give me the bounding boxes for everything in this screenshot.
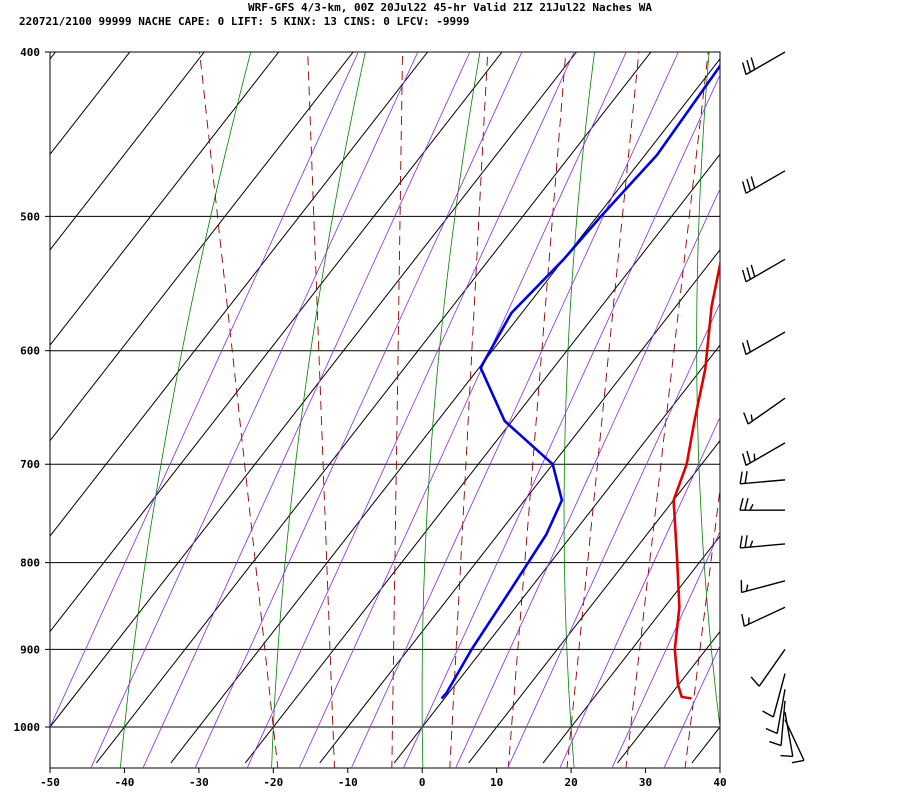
- y-axis-ticks: 400 500 600 700 800 900 1000: [14, 46, 51, 734]
- y-tick-label: 400: [20, 46, 40, 59]
- wind-barb-flag: [747, 451, 750, 463]
- x-tick-label: 10: [490, 776, 503, 789]
- wind-barb-flag: [742, 614, 744, 626]
- x-tick-label: -50: [40, 776, 60, 789]
- wind-barb-staff: [748, 398, 785, 424]
- wind-barb-flag: [747, 60, 750, 72]
- wind-barb-staff: [740, 480, 785, 484]
- wind-barb-flag: [751, 677, 759, 686]
- wind-barb-flag: [747, 340, 750, 352]
- wind-barb-staff: [746, 52, 785, 75]
- x-tick-label: 20: [564, 776, 577, 789]
- x-tick-label: -20: [263, 776, 283, 789]
- wind-barb-flag: [740, 472, 742, 484]
- isotherm-line: [766, 52, 900, 763]
- wind-barb-flag: [743, 270, 746, 282]
- y-tick-label: 500: [20, 210, 40, 223]
- wind-barb-flag: [792, 760, 804, 762]
- wind-barb-staff: [742, 581, 785, 593]
- dry-adiabat: [821, 43, 877, 770]
- wind-barb-flag: [743, 181, 746, 193]
- x-axis-ticks: -50 -40 -30 -20 -10 0 10 20 30 40: [40, 768, 727, 789]
- wind-barb-staff: [759, 649, 785, 686]
- wind-barb-staff: [744, 607, 785, 626]
- x-tick-label: 30: [639, 776, 652, 789]
- wind-barb-flag: [780, 756, 792, 757]
- wind-barb-flag: [750, 504, 753, 510]
- wind-barb-flag: [740, 536, 742, 548]
- wind-barb: [743, 259, 785, 282]
- wind-barb-staff: [785, 720, 804, 761]
- wind-barb-flag: [747, 267, 750, 279]
- wind-barb: [743, 443, 785, 466]
- wind-barb: [740, 498, 785, 510]
- wind-barb-flag: [743, 63, 746, 75]
- x-tick-label: -40: [115, 776, 135, 789]
- wind-barbs: [740, 52, 804, 763]
- y-tick-label: 1000: [14, 721, 41, 734]
- y-tick-label: 700: [20, 458, 40, 471]
- wind-barb-flag: [745, 498, 748, 510]
- wind-barb-flag: [751, 58, 754, 70]
- station-indices: 220721/2100 99999 NACHE CAPE: 0 LIFT: 5 …: [19, 15, 469, 28]
- plot-area: [0, 43, 900, 770]
- wind-barb-flag: [766, 728, 777, 733]
- wind-barb: [751, 649, 785, 686]
- x-tick-label: -30: [189, 776, 209, 789]
- x-tick-label: 0: [419, 776, 426, 789]
- wind-barb-staff: [746, 171, 785, 194]
- wind-barb-flag: [751, 265, 754, 277]
- chart-title: WRF-GFS 4/3-km, 00Z 20Jul22 45-hr Valid …: [248, 1, 652, 14]
- wind-barb: [743, 332, 785, 355]
- wind-barb-flag: [745, 535, 747, 547]
- wind-barb-staff: [746, 259, 785, 282]
- wind-barb: [769, 701, 785, 746]
- moist-adiabat: [744, 43, 841, 770]
- wind-barb: [741, 580, 785, 592]
- x-tick-label: -10: [338, 776, 358, 789]
- wind-barb: [744, 398, 785, 424]
- wind-barb-flag: [743, 343, 746, 355]
- wind-barb: [743, 52, 785, 75]
- wind-barb-flag: [763, 711, 774, 717]
- y-tick-label: 800: [20, 557, 40, 570]
- wind-barb-flag: [769, 742, 781, 746]
- wind-barb-flag: [744, 412, 748, 424]
- wind-barb-staff: [740, 544, 785, 548]
- wind-barb-flag: [751, 176, 754, 188]
- isotherm-line: [841, 52, 900, 763]
- x-tick-label: 40: [713, 776, 726, 789]
- wind-barb: [742, 607, 785, 626]
- y-tick-label: 600: [20, 345, 40, 358]
- wind-barb-flag: [743, 454, 746, 466]
- wind-barb-flag: [751, 415, 752, 422]
- wind-barb: [743, 171, 785, 194]
- wind-barb-flag: [740, 498, 743, 510]
- wind-barb-flag: [750, 541, 752, 547]
- wind-barb: [740, 535, 785, 548]
- wind-barb: [740, 471, 785, 484]
- wind-barb-staff: [746, 443, 785, 466]
- isotherm-line: [692, 52, 900, 763]
- wind-barb-flag: [747, 179, 750, 191]
- y-tick-label: 900: [20, 643, 40, 656]
- wind-barb-flag: [745, 471, 747, 483]
- wind-barb-staff: [746, 332, 785, 355]
